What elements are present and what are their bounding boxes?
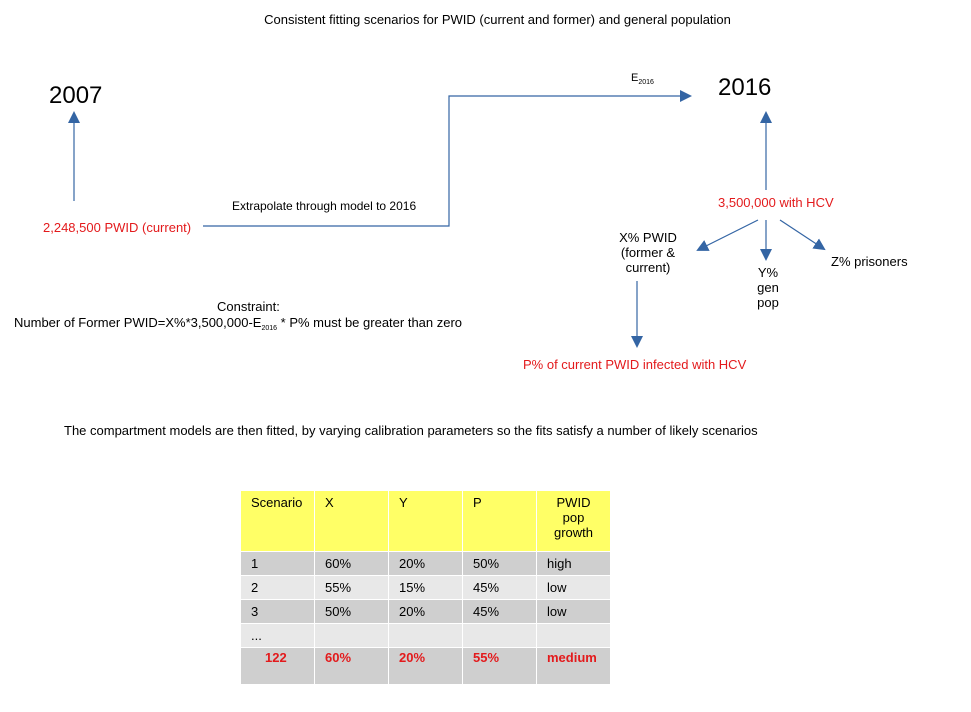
cell-p: 45% (462, 599, 537, 624)
pwid-current-label: 2,248,500 PWID (current) (43, 220, 192, 235)
cell-x: 55% (314, 575, 389, 600)
table-row: 1 60% 20% 50% high (240, 551, 611, 576)
header-p: P (462, 490, 537, 552)
z-prisoners-label: Z% prisoners (831, 254, 908, 269)
table-row: ... (240, 623, 611, 648)
scenario-table: Scenario X Y P PWID pop growth 1 60% 20%… (240, 490, 611, 685)
constraint-heading: Constraint: (217, 299, 280, 314)
cell-x: 60% (314, 551, 389, 576)
e2016-label: E2016 (631, 72, 654, 86)
year-2016-label: 2016 (718, 74, 772, 101)
header-pwid-pop-growth: PWID pop growth (536, 490, 611, 552)
year-2007-label: 2007 (49, 82, 103, 109)
extrapolate-label: Extrapolate through model to 2016 (232, 199, 417, 213)
y-gen-line-3: pop (757, 295, 779, 310)
page-title: Consistent fitting scenarios for PWID (c… (264, 12, 731, 27)
constraint-text: Number of Former PWID=X%*3,500,000-E2016… (14, 315, 462, 332)
x-pwid-line-3: current) (625, 260, 671, 275)
table-row: 2 55% 15% 45% low (240, 575, 611, 600)
cell-scenario: 3 (240, 599, 315, 624)
x-pwid-line-2: (former & (620, 245, 676, 260)
y-gen-line-2: gen (757, 280, 779, 295)
cell-growth (536, 623, 611, 648)
table-header-row: Scenario X Y P PWID pop growth (240, 490, 611, 552)
cell-p: 50% (462, 551, 537, 576)
header-scenario: Scenario (240, 490, 315, 552)
e-subscript: 2016 (638, 79, 654, 86)
constraint-subscript: 2016 (261, 325, 278, 332)
arrow-hcv-to-x-pwid (696, 219, 759, 251)
cell-scenario: 2 (240, 575, 315, 600)
cell-growth: high (536, 551, 611, 576)
header-y: Y (388, 490, 463, 552)
cell-growth: medium (536, 647, 611, 685)
fitting-note: The compartment models are then fitted, … (64, 423, 758, 438)
constraint-text-before: Number of Former PWID=X%*3,500,000-E (14, 315, 262, 330)
header-pwid-line-3: growth (553, 525, 594, 540)
cell-growth: low (536, 575, 611, 600)
cell-y: 20% (388, 551, 463, 576)
cell-p (462, 623, 537, 648)
arrow-hcv-to-z-prisoners (779, 219, 826, 251)
cell-y: 20% (388, 647, 463, 685)
header-pwid-line-1: PWID (556, 495, 591, 510)
x-pwid-label: X% PWID (former & current) (608, 230, 688, 275)
cell-scenario: 122 (240, 647, 315, 685)
cell-x (314, 623, 389, 648)
arrow-extrapolate-to-2016 (203, 90, 692, 227)
header-pwid-line-2: pop (562, 510, 585, 525)
table-row-highlight: 122 60% 20% 55% medium (240, 647, 611, 685)
cell-x: 50% (314, 599, 389, 624)
constraint-text-after: * P% must be greater than zero (277, 315, 463, 330)
cell-p: 55% (462, 647, 537, 685)
cell-scenario: 1 (240, 551, 315, 576)
table-row: 3 50% 20% 45% low (240, 599, 611, 624)
x-pwid-line-1: X% PWID (619, 230, 677, 245)
cell-y: 15% (388, 575, 463, 600)
header-x: X (314, 490, 389, 552)
y-gen-pop-label: Y% gen pop (748, 265, 788, 310)
cell-scenario: ... (240, 623, 315, 648)
e-letter: E (631, 72, 639, 84)
hcv-total-label: 3,500,000 with HCV (718, 195, 834, 210)
cell-y (388, 623, 463, 648)
cell-growth: low (536, 599, 611, 624)
p-current-label: P% of current PWID infected with HCV (523, 357, 747, 372)
cell-p: 45% (462, 575, 537, 600)
cell-x: 60% (314, 647, 389, 685)
y-gen-line-1: Y% (757, 265, 779, 280)
cell-y: 20% (388, 599, 463, 624)
